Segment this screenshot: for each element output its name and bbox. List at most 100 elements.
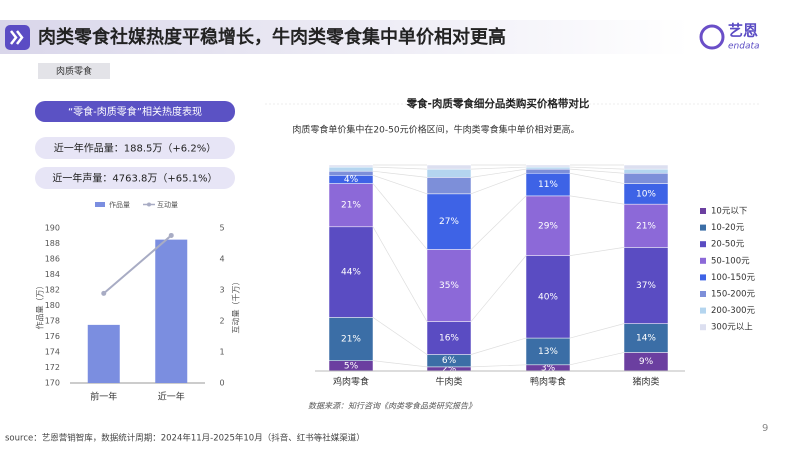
- connector: [372, 174, 428, 195]
- y-tick-label: 178: [45, 317, 60, 326]
- connector: [372, 183, 428, 250]
- y-axis-label: 作品量（万）: [35, 282, 45, 330]
- y2-tick-label: 3: [219, 286, 224, 295]
- point: [101, 290, 107, 296]
- bar: [87, 324, 120, 383]
- value-label: 27%: [439, 217, 459, 227]
- stat: 近一年作品量：188.5万（+6.2%）: [54, 142, 216, 155]
- bar-segment: [426, 168, 472, 178]
- legend-swatch: [700, 257, 706, 264]
- connector: [569, 247, 625, 256]
- point: [168, 232, 174, 238]
- bar-segment: [623, 164, 669, 170]
- legend-label: 150-200元: [711, 290, 756, 300]
- legend-swatch: [700, 324, 706, 331]
- connector: [372, 226, 428, 322]
- x-tick-label: 前一年: [90, 391, 117, 403]
- bar-segment: [328, 183, 374, 228]
- connector: [470, 364, 527, 368]
- y-tick-label: 190: [45, 224, 60, 233]
- line: [103, 234, 172, 295]
- chart-subtitle: 肉质零食单价集中在20-50元价格区间，牛肉类零食集中单价相对更高。: [292, 124, 579, 136]
- y-tick-label: 184: [45, 270, 60, 279]
- bar-segment: [328, 164, 374, 168]
- bar-segment: [426, 193, 472, 250]
- bar-segment: [623, 168, 669, 174]
- legend-label: 200-300元: [711, 306, 756, 316]
- value-label: 3%: [541, 363, 556, 373]
- value-label: 14%: [636, 334, 656, 344]
- legend-label: 20-50元: [711, 240, 745, 250]
- tag-bg: [38, 63, 110, 79]
- legend-swatch: [700, 224, 706, 231]
- header-band: [0, 20, 690, 54]
- bar-segment: [525, 255, 571, 339]
- y2-tick-label: 0: [219, 379, 224, 388]
- connector: [470, 337, 527, 355]
- legend-label: 50-100元: [711, 256, 750, 266]
- y2-tick-label: 4: [219, 255, 224, 264]
- value-label: 21%: [341, 201, 361, 211]
- y-tick-label: 180: [45, 301, 60, 310]
- legend-swatch: [700, 241, 706, 248]
- legend-label: 100-150元: [711, 273, 756, 283]
- header-title: 肉类零食社媒热度平稳增长，牛肉类零食集中单价相对更高: [38, 26, 506, 48]
- value-label: 37%: [636, 281, 656, 291]
- value-label: 21%: [341, 335, 361, 345]
- bar-segment: [328, 166, 374, 172]
- logo-text: 艺恩: [728, 22, 758, 40]
- legend-swatch: [700, 291, 706, 297]
- value-label: 44%: [341, 268, 361, 278]
- legend-label: 互动量: [157, 200, 178, 209]
- stat: 近一年声量：4763.8万（+65.1%）: [52, 172, 217, 185]
- bar-segment: [328, 226, 374, 318]
- bar-segment: [623, 203, 669, 248]
- value-label: 2%: [442, 364, 457, 374]
- bar-segment: [328, 170, 374, 176]
- legend-swatch: [700, 208, 706, 214]
- bar-segment: [426, 249, 472, 322]
- x-tick-label: 鸭肉零食: [530, 376, 566, 388]
- connector: [569, 172, 625, 184]
- bar-segment: [426, 321, 472, 355]
- legend-swatch: [147, 202, 151, 207]
- y2-tick-label: 5: [219, 224, 224, 233]
- panel-title: “零食-肉质零食”相关热度表现: [68, 105, 202, 118]
- chart-title: 零食-肉质零食细分品类购买价格带对比: [406, 97, 590, 110]
- legend-swatch: [700, 274, 706, 281]
- legend-label: 300元以上: [711, 323, 753, 333]
- legend-swatch: [700, 307, 706, 314]
- bar-segment: [525, 166, 571, 170]
- x-tick-label: 牛肉类: [435, 376, 462, 388]
- y-tick-label: 170: [45, 379, 60, 388]
- bar-segment: [623, 172, 669, 184]
- x-tick-label: 鸡肉零食: [333, 376, 369, 388]
- panel-title-bg: [35, 101, 235, 122]
- bar-segment: [426, 177, 472, 195]
- value-label: 9%: [639, 357, 654, 367]
- value-label: 4%: [344, 175, 359, 185]
- tag: 肉质零食: [56, 65, 92, 77]
- x-tick-label: 猪肉类: [632, 376, 659, 388]
- connector: [372, 170, 428, 178]
- bar: [155, 239, 188, 383]
- legend-label: 10-20元: [711, 223, 745, 233]
- y2-axis-label: 互动量（千万）: [231, 278, 241, 334]
- connector: [569, 166, 625, 170]
- legend-swatch: [95, 202, 105, 207]
- connector: [372, 317, 428, 355]
- y-tick-label: 174: [45, 348, 60, 357]
- legend-label: 10元以下: [711, 207, 748, 217]
- y-tick-label: 182: [45, 286, 60, 295]
- value-label: 13%: [538, 347, 558, 357]
- value-label: 16%: [439, 334, 459, 344]
- connector: [372, 360, 428, 368]
- y-tick-label: 172: [45, 363, 60, 372]
- connector: [470, 166, 527, 170]
- connector: [470, 168, 527, 178]
- bar-segment: [623, 247, 669, 324]
- connector: [470, 195, 527, 250]
- connector: [569, 168, 625, 174]
